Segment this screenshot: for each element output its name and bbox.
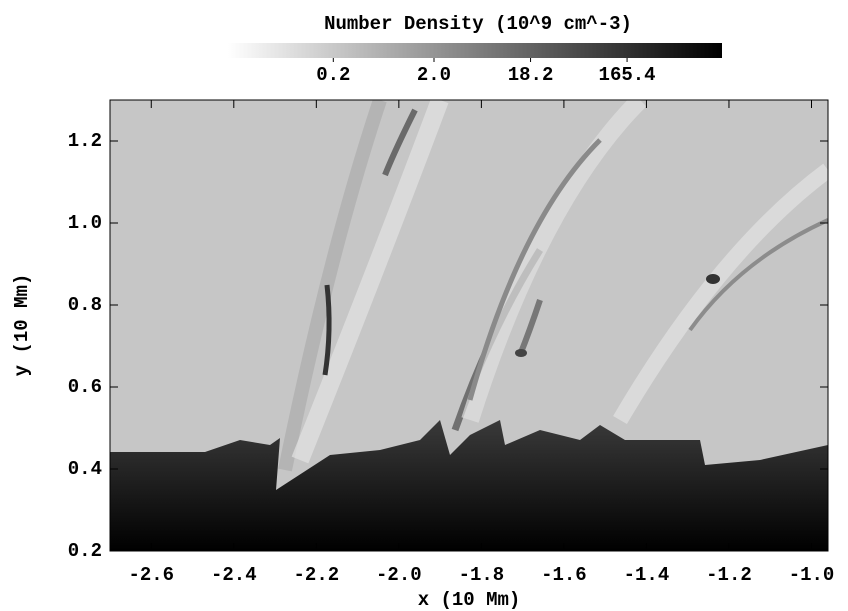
plot-frame	[109, 99, 829, 552]
y-tick-label: 0.2	[68, 540, 102, 562]
x-tick-label: -1.0	[789, 564, 835, 586]
y-tick-label: 0.8	[68, 294, 102, 316]
y-tick-label: 0.4	[68, 458, 102, 480]
y-tick-label: 0.6	[68, 376, 102, 398]
y-axis-label: y (10 Mm)	[11, 274, 33, 377]
x-tick-label: -1.2	[706, 564, 752, 586]
x-tick-label: -1.4	[624, 564, 670, 586]
colorbar-title: Number Density (10^9 cm^-3)	[324, 13, 632, 35]
colorbar-tick-label: 2.0	[417, 64, 451, 86]
y-tick-label: 1.2	[68, 130, 102, 152]
x-tick-label: -2.0	[376, 564, 422, 586]
x-tick-label: -1.6	[541, 564, 587, 586]
y-tick-label: 1.0	[68, 212, 102, 234]
x-tick-label: -2.6	[128, 564, 174, 586]
colorbar-tick-label: 165.4	[599, 64, 656, 86]
colorbar-tick-label: 18.2	[508, 64, 554, 86]
x-tick-label: -1.8	[459, 564, 505, 586]
x-tick-label: -2.2	[294, 564, 340, 586]
x-tick-label: -2.4	[211, 564, 257, 586]
x-axis-label: x (10 Mm)	[418, 589, 521, 611]
density-field	[110, 100, 828, 551]
colorbar	[228, 43, 722, 58]
colorbar-tick-label: 0.2	[316, 64, 350, 86]
